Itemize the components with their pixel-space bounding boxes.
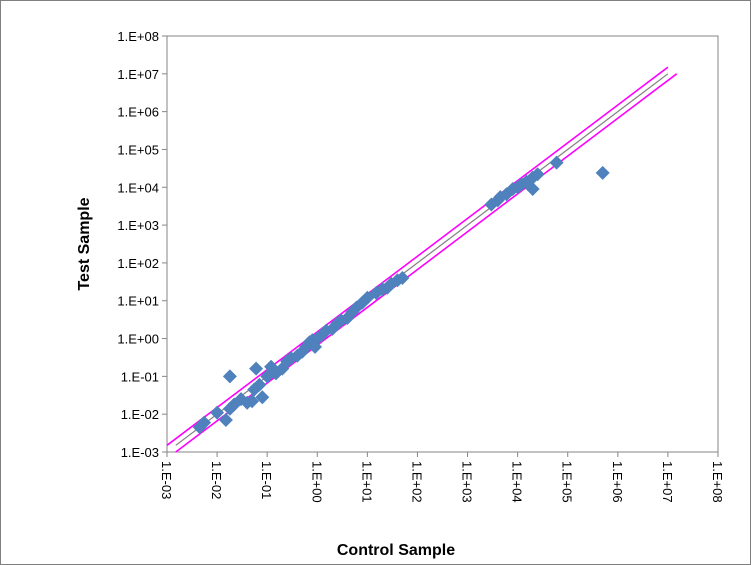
data-point: [197, 415, 212, 430]
data-point: [245, 394, 260, 409]
x-tick-label: 1.E+08: [710, 461, 725, 503]
x-tick-label: 1.E+07: [660, 461, 675, 503]
y-tick-label: 1.E+05: [117, 142, 159, 157]
y-tick-label: 1.E+02: [117, 256, 159, 271]
data-point: [222, 369, 237, 384]
data-points: [192, 155, 610, 435]
data-point: [530, 167, 545, 182]
data-point: [249, 361, 264, 376]
x-tick-label: 1.E-01: [259, 461, 274, 499]
x-axis-title: Control Sample: [337, 542, 455, 559]
data-point: [252, 377, 267, 392]
y-tick-label: 1.E+07: [117, 67, 159, 82]
y-tick-label: 1.E-02: [121, 407, 159, 422]
x-tick-label: 1.E+05: [560, 461, 575, 503]
y-tick-label: 1.E+03: [117, 218, 159, 233]
y-tick-label: 1.E+00: [117, 332, 159, 347]
data-point: [210, 405, 225, 420]
x-tick-label: 1.E-03: [159, 461, 174, 499]
x-axis-ticks: 1.E-03 1.E-02 1.E-01 1.E+00 1.E+01 1.E+02 1.E+…: [159, 452, 725, 503]
y-axis-title: Test Sample: [76, 197, 93, 290]
y-tick-label: 1.E+06: [117, 105, 159, 120]
y-tick-label: 1.E+01: [117, 294, 159, 309]
data-point: [595, 165, 610, 180]
data-point: [247, 382, 262, 397]
x-tick-label: 1.E+06: [610, 461, 625, 503]
data-point: [549, 155, 564, 170]
upper-bound-line: [166, 66, 669, 446]
data-point: [218, 413, 233, 427]
y-tick-label: 1.E+04: [117, 180, 159, 195]
data-point: [525, 182, 540, 196]
x-tick-label: 1.E+04: [510, 461, 525, 503]
data-point: [255, 390, 270, 405]
x-tick-label: 1.E+01: [359, 461, 374, 503]
x-tick-label: 1.E+02: [409, 461, 424, 503]
y-tick-label: 1.E-03: [121, 445, 159, 460]
x-tick-label: 1.E+03: [460, 461, 475, 503]
x-tick-label: 1.E+00: [309, 461, 324, 503]
y-tick-label: 1.E+08: [117, 29, 159, 44]
y-tick-label: 1.E-01: [121, 369, 159, 384]
x-tick-label: 1.E-02: [209, 461, 224, 499]
y-axis-ticks: 1.E-03 1.E-02 1.E-01 1.E+00 1.E+01 1.E+02 1.E+…: [117, 29, 167, 460]
data-point: [395, 271, 410, 285]
